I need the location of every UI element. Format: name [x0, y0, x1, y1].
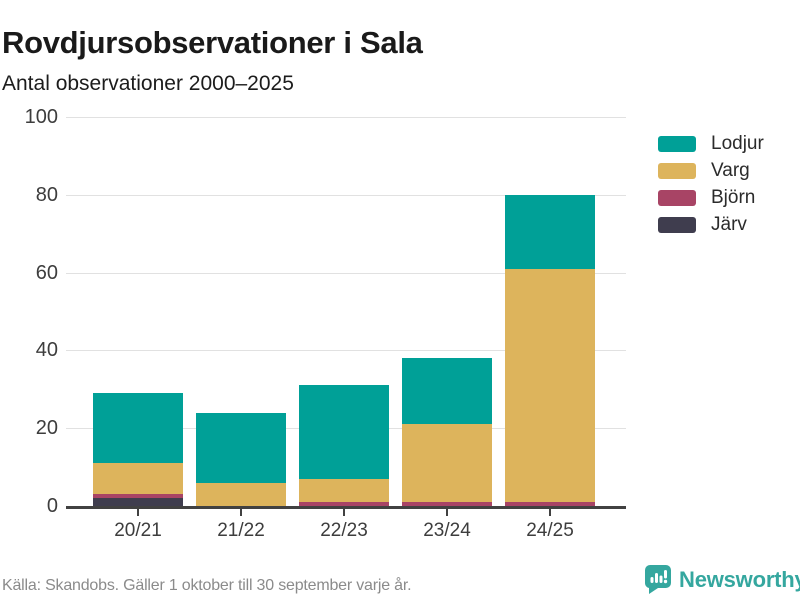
- bar-segment-lodjur-22-23: [299, 385, 389, 479]
- bar-segment-varg-20-21: [93, 463, 183, 495]
- y-axis-tick-label: 80: [35, 184, 58, 206]
- legend-swatch-varg: [658, 163, 696, 179]
- x-axis-tick-mark: [240, 509, 242, 516]
- chart-subtitle: Antal observationer 2000–2025: [2, 72, 294, 95]
- x-axis-tick-mark: [549, 509, 551, 516]
- x-axis-tick-label: 24/25: [526, 520, 574, 541]
- bar-segment-varg-24-25: [505, 268, 595, 503]
- legend-swatch-järv: [658, 217, 696, 233]
- source-note: Källa: Skandobs. Gäller 1 oktober till 3…: [2, 577, 412, 594]
- gridline-80: [66, 195, 626, 196]
- x-axis-tick-label: 20/21: [114, 520, 162, 541]
- gridline-40: [66, 350, 626, 351]
- page-title: Rovdjursobservationer i Sala: [2, 24, 423, 60]
- newsworthy-branding: Newsworthy: [645, 565, 800, 594]
- chart-legend: Lodjur Varg Björn Järv: [658, 133, 764, 244]
- bar-segment-järv-20-21: [93, 498, 183, 506]
- bar-segment-lodjur-24-25: [505, 194, 595, 269]
- y-axis-tick-label: 40: [35, 339, 58, 361]
- bar-chart-speech-bubble-icon: [645, 565, 672, 594]
- legend-item-björn: Björn: [658, 187, 764, 208]
- x-axis-tick-label: 22/23: [320, 520, 368, 541]
- bar-segment-lodjur-23-24: [402, 358, 492, 425]
- gridline-100: [66, 117, 626, 118]
- legend-label: Järv: [711, 214, 747, 235]
- legend-item-varg: Varg: [658, 160, 764, 181]
- brand-name: Newsworthy: [679, 567, 800, 592]
- y-axis-tick-label: 20: [35, 417, 58, 439]
- x-axis-tick-label: 23/24: [423, 520, 471, 541]
- x-axis-tick-mark: [343, 509, 345, 516]
- y-axis-tick-label: 0: [46, 495, 58, 517]
- bar-segment-varg-22-23: [299, 478, 389, 503]
- bar-segment-björn-24-25: [505, 502, 595, 506]
- bar-segment-varg-23-24: [402, 424, 492, 503]
- bar-segment-björn-23-24: [402, 502, 492, 506]
- x-axis-tick-label: 21/22: [217, 520, 265, 541]
- bar-segment-björn-20-21: [93, 494, 183, 499]
- legend-label: Varg: [711, 160, 750, 181]
- legend-swatch-björn: [658, 190, 696, 206]
- legend-label: Lodjur: [711, 133, 764, 154]
- bar-segment-björn-22-23: [299, 502, 389, 506]
- y-axis-tick-label: 60: [35, 262, 58, 284]
- x-axis-tick-mark: [446, 509, 448, 516]
- legend-item-järv: Järv: [658, 214, 764, 235]
- bar-segment-lodjur-21-22: [196, 412, 286, 483]
- legend-label: Björn: [711, 187, 756, 208]
- bar-segment-lodjur-20-21: [93, 393, 183, 464]
- bar-segment-varg-21-22: [196, 482, 286, 506]
- gridline-60: [66, 273, 626, 274]
- legend-swatch-lodjur: [658, 136, 696, 152]
- legend-item-lodjur: Lodjur: [658, 133, 764, 154]
- x-axis-tick-mark: [137, 509, 139, 516]
- x-axis-line: [66, 506, 626, 509]
- y-axis-tick-label: 100: [24, 106, 58, 128]
